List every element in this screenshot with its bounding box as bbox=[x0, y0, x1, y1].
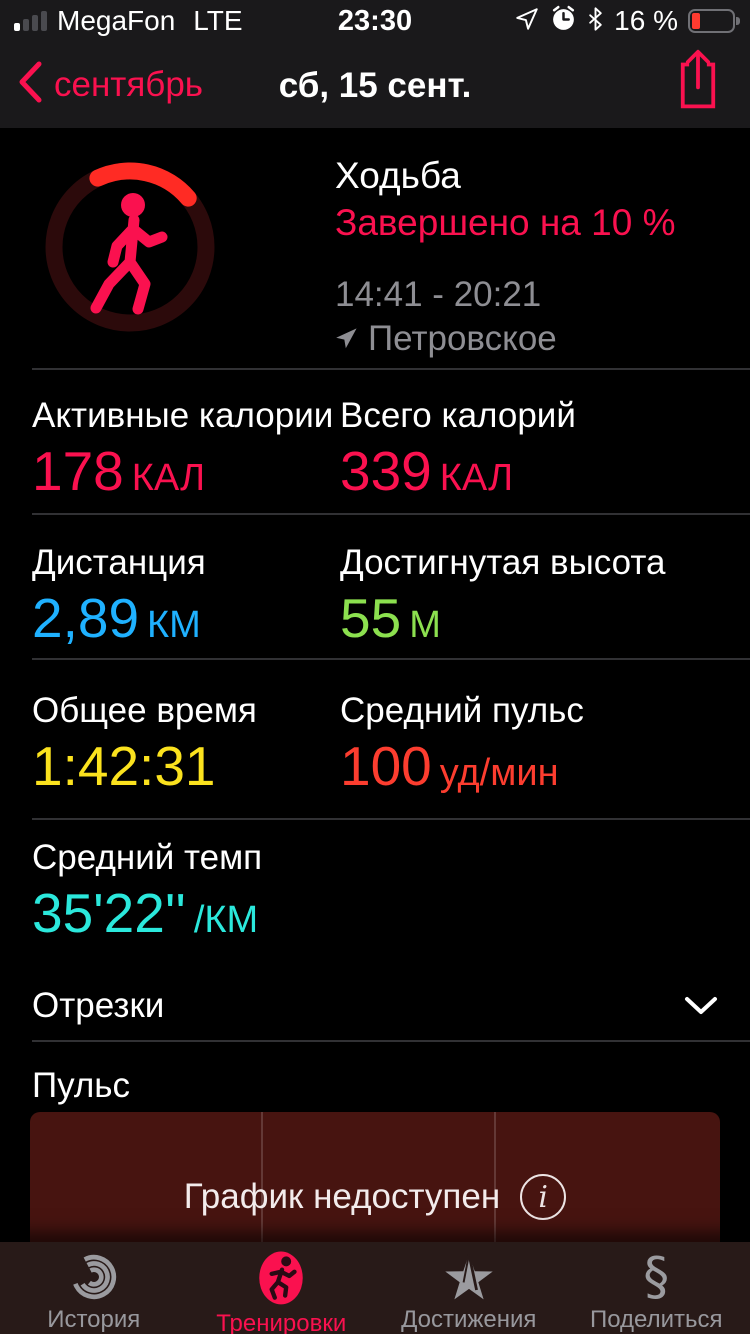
stat-value: 339 КАЛ bbox=[340, 440, 514, 502]
segments-row[interactable]: Отрезки bbox=[0, 978, 750, 1038]
completion-status-label: Завершено на 10 % bbox=[335, 202, 676, 243]
stat-total-time: Общее время 1:42:31 bbox=[32, 691, 257, 802]
info-icon[interactable]: i bbox=[520, 1174, 567, 1220]
chart-unavailable-label: График недоступен bbox=[183, 1177, 501, 1216]
top-bar: MegaFon LTE 23:30 bbox=[0, 0, 750, 128]
activity-rings-icon bbox=[69, 1250, 119, 1304]
time-range-label: 14:41 - 20:21 bbox=[335, 275, 542, 314]
stat-label: Дистанция bbox=[32, 543, 206, 582]
stat-active-calories: Активные калории 178 КАЛ bbox=[32, 396, 333, 507]
stat-avg-pace: Средний темп 35'22''/КМ bbox=[32, 838, 262, 949]
divider bbox=[32, 1040, 750, 1042]
divider bbox=[32, 368, 750, 370]
share-icon bbox=[680, 49, 716, 109]
page-title: сб, 15 сент. bbox=[278, 66, 472, 105]
tab-history[interactable]: История bbox=[0, 1242, 188, 1334]
tab-label: Поделиться bbox=[589, 1306, 723, 1333]
stat-value: 35'22''/КМ bbox=[32, 882, 259, 944]
chevron-down-icon bbox=[684, 996, 718, 1021]
bluetooth-icon bbox=[587, 6, 604, 36]
cell-signal-icon bbox=[14, 11, 47, 31]
stat-distance: Дистанция 2,89 КМ bbox=[32, 543, 206, 654]
network-label: LTE bbox=[193, 5, 243, 36]
back-button[interactable]: сентябрь bbox=[16, 60, 203, 109]
tab-label: История bbox=[47, 1306, 141, 1333]
stat-total-calories: Всего калорий 339 КАЛ bbox=[340, 396, 576, 507]
divider bbox=[32, 658, 750, 660]
stat-label: Общее время bbox=[32, 691, 257, 730]
divider bbox=[32, 513, 750, 515]
stat-value: 178 КАЛ bbox=[32, 440, 206, 502]
stat-avg-heart-rate: Средний пульс 100 уд/мин bbox=[340, 691, 584, 802]
status-bar: MegaFon LTE 23:30 bbox=[0, 0, 750, 42]
location-arrow-icon bbox=[335, 317, 359, 361]
battery-percent-label: 16 % bbox=[614, 5, 678, 36]
clock-label: 23:30 bbox=[337, 4, 413, 37]
runner-icon bbox=[257, 1250, 305, 1308]
tab-achievements[interactable]: Достижения bbox=[375, 1242, 563, 1334]
stat-value: 100 уд/мин bbox=[340, 735, 559, 797]
stat-value: 2,89 КМ bbox=[32, 587, 201, 649]
workout-type-label: Ходьба bbox=[335, 155, 461, 196]
alarm-clock-icon bbox=[550, 5, 577, 37]
chart-divider bbox=[494, 1112, 496, 1334]
tab-bar: История Тренировки bbox=[0, 1242, 750, 1334]
stat-elevation: Достигнутая высота 55 М bbox=[340, 543, 665, 654]
battery-icon bbox=[688, 9, 740, 33]
location-services-icon bbox=[514, 6, 540, 37]
stat-label: Достигнутая высота bbox=[340, 543, 666, 582]
stat-label: Активные калории bbox=[32, 396, 334, 435]
stat-label: Средний темп bbox=[32, 838, 263, 877]
heart-rate-section-label: Пульс bbox=[32, 1066, 131, 1105]
workout-location-label: Петровское bbox=[368, 319, 557, 358]
award-star-icon bbox=[443, 1250, 495, 1304]
tab-sharing[interactable]: § Поделиться bbox=[563, 1242, 750, 1334]
back-button-label: сентябрь bbox=[54, 64, 204, 104]
walking-person-icon bbox=[90, 193, 168, 315]
divider bbox=[32, 818, 750, 820]
stat-label: Всего калорий bbox=[340, 396, 576, 435]
stat-label: Средний пульс bbox=[340, 691, 584, 730]
stat-value: 1:42:31 bbox=[32, 735, 216, 797]
carrier-label: MegaFon bbox=[57, 5, 176, 36]
share-button[interactable] bbox=[672, 48, 724, 119]
chart-divider bbox=[261, 1112, 263, 1334]
navigation-bar: сентябрь сб, 15 сент. bbox=[0, 42, 750, 128]
activity-ring-walk-icon bbox=[33, 150, 227, 349]
tab-workouts[interactable]: Тренировки bbox=[188, 1242, 376, 1334]
chevron-left-icon bbox=[16, 60, 44, 109]
segments-label: Отрезки bbox=[32, 986, 165, 1025]
tab-label: Тренировки bbox=[216, 1310, 347, 1334]
sharing-icon: § bbox=[643, 1247, 670, 1307]
tab-label: Достижения bbox=[401, 1306, 537, 1333]
stat-value: 55 М bbox=[340, 587, 441, 649]
